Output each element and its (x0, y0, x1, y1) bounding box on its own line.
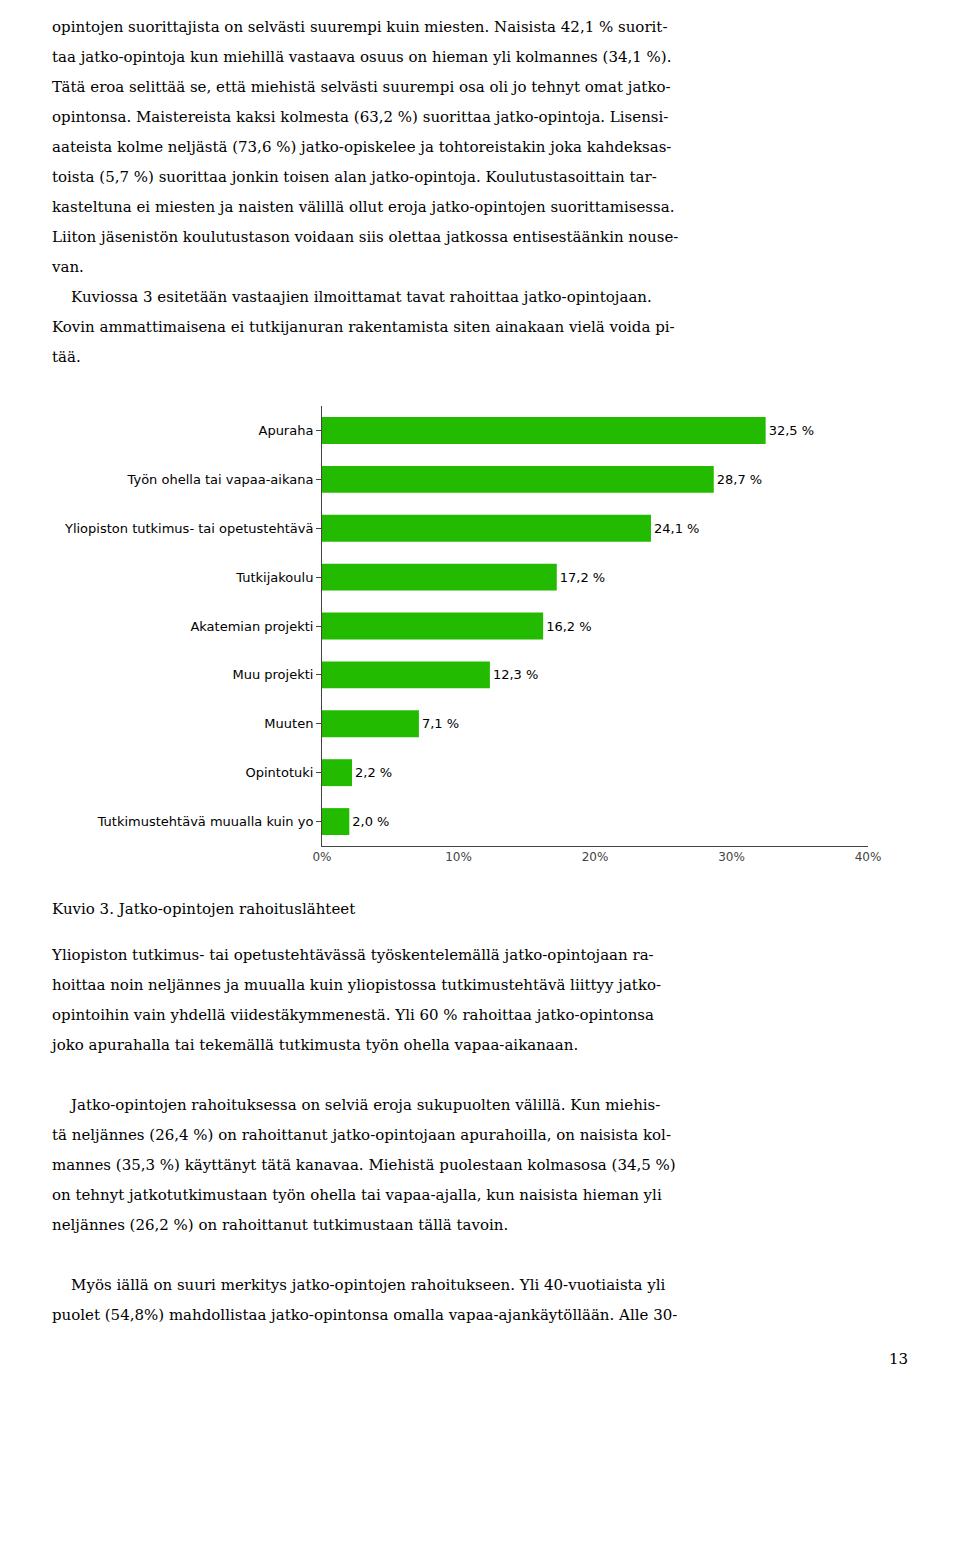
svg-text:2,0 %: 2,0 % (352, 814, 389, 829)
html-text:neljännes (26,2 %) on rahoitta: neljännes (26,2 %) on rahoittanut tutkim… (52, 1216, 509, 1234)
html-text:Kovin ammattimaisena ei tutkij: Kovin ammattimaisena ei tutkijanuran rak… (52, 318, 675, 336)
svg-text:12,3 %: 12,3 % (493, 667, 538, 682)
svg-text:17,2 %: 17,2 % (560, 570, 605, 585)
html-text:opintonsa. Maistereista kaksi: opintonsa. Maistereista kaksi kolmesta (… (52, 108, 669, 126)
svg-text:32,5 %: 32,5 % (769, 423, 814, 438)
html-text:Tätä eroa selittää se, että mi: Tätä eroa selittää se, että miehistä sel… (52, 78, 671, 96)
svg-text:Opintotuki: Opintotuki (246, 765, 314, 780)
svg-text:40%: 40% (855, 850, 882, 864)
html-text:13: 13 (888, 1350, 908, 1368)
html-text:kasteltuna ei miesten ja naist: kasteltuna ei miesten ja naisten välillä… (52, 198, 675, 216)
html-text:opintojen suorittajista on sel: opintojen suorittajista on selvästi suur… (52, 18, 668, 36)
html-text:taa jatko-opintoja kun miehill: taa jatko-opintoja kun miehillä vastaava… (52, 48, 672, 66)
svg-text:Yliopiston tutkimus- tai opetu: Yliopiston tutkimus- tai opetustehtävä (64, 521, 313, 536)
html-text:opintoihin vain yhdellä viides: opintoihin vain yhdellä viidestäkymmenes… (52, 1006, 654, 1024)
html-text:Kuvio 3. Jatko-opintojen rahoi: Kuvio 3. Jatko-opintojen rahoituslähteet (52, 900, 356, 918)
html-text:Myös iällä on suuri merkitys j: Myös iällä on suuri merkitys jatko-opint… (52, 1276, 666, 1294)
html-text:tä neljännes (26,4 %) on rahoi: tä neljännes (26,4 %) on rahoittanut jat… (52, 1126, 671, 1144)
html-text:on tehnyt jatkotutkimustaan ty: on tehnyt jatkotutkimustaan työn ohella … (52, 1186, 662, 1204)
html-text:joko apurahalla tai tekemällä: joko apurahalla tai tekemällä tutkimusta… (52, 1036, 579, 1054)
svg-text:16,2 %: 16,2 % (546, 619, 591, 634)
svg-text:Apuraha: Apuraha (258, 423, 313, 438)
svg-text:Muu projekti: Muu projekti (232, 667, 313, 682)
svg-text:Tutkijakoulu: Tutkijakoulu (235, 570, 313, 585)
html-text:Liiton jäsenistön koulutustaso: Liiton jäsenistön koulutustason voidaan … (52, 228, 679, 246)
html-text:van.: van. (52, 258, 84, 276)
svg-text:Tutkimustehtävä muualla kuin y: Tutkimustehtävä muualla kuin yo (97, 814, 314, 829)
svg-text:Muuten: Muuten (264, 716, 313, 731)
svg-text:20%: 20% (582, 850, 609, 864)
html-text:toista (5,7 %) suorittaa jonki: toista (5,7 %) suorittaa jonkin toisen a… (52, 168, 657, 186)
svg-text:2,2 %: 2,2 % (355, 765, 392, 780)
html-text:Yliopiston tutkimus- tai opetu: Yliopiston tutkimus- tai opetustehtäväss… (52, 946, 654, 964)
html-text:hoittaa noin neljännes ja muua: hoittaa noin neljännes ja muualla kuin y… (52, 976, 662, 994)
html-text:Jatko-opintojen rahoituksessa: Jatko-opintojen rahoituksessa on selviä … (52, 1096, 661, 1114)
svg-text:28,7 %: 28,7 % (717, 472, 762, 487)
html-text:Kuviossa 3 esitetään vastaajie: Kuviossa 3 esitetään vastaajien ilmoitta… (52, 288, 652, 306)
html-text:tää.: tää. (52, 348, 81, 366)
html-text:aateista kolme neljästä (73,6: aateista kolme neljästä (73,6 %) jatko-o… (52, 138, 672, 156)
html-text:mannes (35,3 %) käyttänyt tätä: mannes (35,3 %) käyttänyt tätä kanavaa. … (52, 1156, 676, 1174)
svg-text:0%: 0% (312, 850, 331, 864)
svg-text:Työn ohella tai vapaa-aikana: Työn ohella tai vapaa-aikana (127, 472, 314, 487)
svg-text:24,1 %: 24,1 % (654, 521, 699, 536)
svg-text:Akatemian projekti: Akatemian projekti (190, 619, 313, 634)
svg-text:30%: 30% (718, 850, 745, 864)
svg-text:10%: 10% (445, 850, 472, 864)
svg-text:7,1 %: 7,1 % (422, 716, 459, 731)
html-text:puolet (54,8%) mahdollistaa ja: puolet (54,8%) mahdollistaa jatko-opinto… (52, 1306, 678, 1324)
